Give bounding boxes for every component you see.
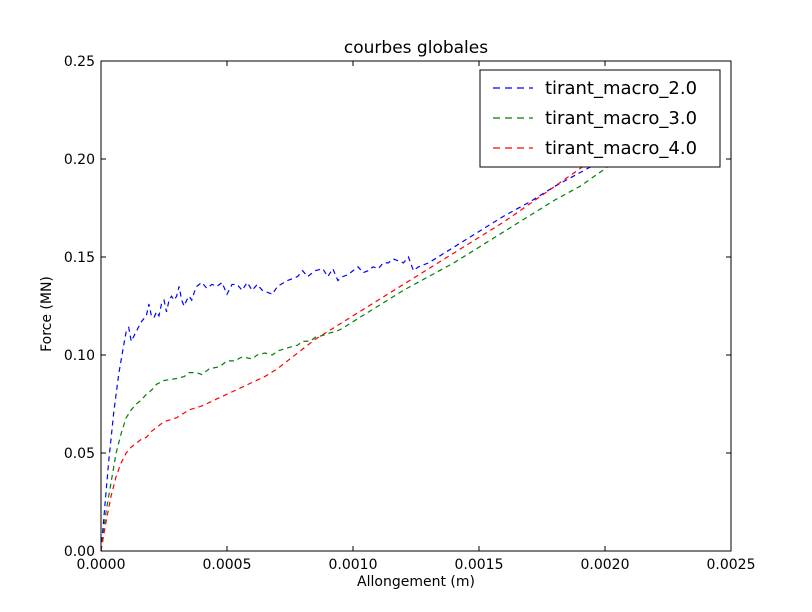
legend: tirant_macro_2.0 tirant_macro_3.0 tirant… bbox=[479, 69, 721, 168]
axis-ticks: 0.0000 0.0005 0.0010 0.0015 0.0020 0.0025 0.00… bbox=[64, 54, 756, 573]
plot-area-frame bbox=[100, 60, 732, 552]
series-line-tirant-macro-2-0 bbox=[101, 158, 606, 551]
x-tick-label: 0.0005 bbox=[203, 557, 252, 573]
y-tick-label: 0.15 bbox=[64, 250, 95, 266]
x-tick-label: 0.0000 bbox=[77, 557, 126, 573]
y-tick-label: 0.05 bbox=[64, 446, 95, 462]
y-tick-label: 0.20 bbox=[64, 152, 95, 168]
series-line-tirant-macro-4-0 bbox=[101, 158, 593, 551]
legend-label-tirant-macro-3: tirant_macro_3.0 bbox=[545, 108, 697, 129]
x-axis-label: Allongement (m) bbox=[357, 574, 475, 590]
y-axis-label: Force (MN) bbox=[39, 276, 55, 352]
chart-title: courbes globales bbox=[344, 38, 488, 58]
x-tick-label: 0.0025 bbox=[707, 557, 756, 573]
series-line-tirant-macro-3-0 bbox=[101, 158, 618, 551]
x-tick-label: 0.0015 bbox=[455, 557, 504, 573]
x-tick-label: 0.0010 bbox=[329, 557, 378, 573]
legend-label-tirant-macro-4: tirant_macro_4.0 bbox=[545, 138, 697, 159]
y-tick-label: 0.10 bbox=[64, 348, 95, 364]
y-tick-label: 0.25 bbox=[64, 54, 95, 70]
series-layer bbox=[101, 158, 618, 551]
x-tick-label: 0.0020 bbox=[581, 557, 630, 573]
y-tick-label: 0.00 bbox=[64, 544, 95, 560]
legend-label-tirant-macro-2: tirant_macro_2.0 bbox=[545, 78, 697, 99]
